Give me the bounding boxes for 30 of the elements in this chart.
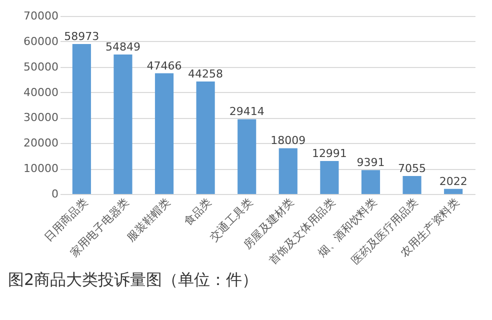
data-label: 12991 — [312, 146, 347, 160]
y-tick-label: 50000 — [24, 60, 58, 74]
data-label: 54849 — [105, 40, 140, 54]
data-label: 44258 — [188, 67, 224, 80]
bar — [114, 54, 132, 194]
y-tick-label: 10000 — [24, 162, 58, 176]
bar — [361, 170, 380, 194]
y-tick-label: 40000 — [24, 86, 58, 99]
bar — [278, 148, 298, 194]
bar — [444, 188, 463, 194]
data-label: 7055 — [398, 162, 426, 176]
x-tick-label: 食品类 — [182, 196, 214, 228]
bar — [196, 81, 215, 194]
data-label: 18009 — [270, 134, 306, 148]
y-tick-label: 30000 — [24, 111, 58, 124]
data-label: 2022 — [439, 174, 468, 188]
text: 图2商品大类投诉量图（单位：件） — [8, 270, 258, 290]
data-label: 9391 — [356, 156, 385, 170]
bar — [402, 176, 422, 194]
data-label: 58973 — [64, 30, 100, 44]
data-label: 47466 — [146, 59, 182, 72]
y-tick-label: 0 — [52, 188, 58, 200]
bar — [154, 73, 174, 194]
bar — [238, 119, 256, 194]
bar — [72, 44, 91, 194]
y-tick-label: 70000 — [24, 10, 58, 22]
y-tick-label: 20000 — [24, 136, 58, 150]
y-tick-label: 60000 — [24, 34, 58, 48]
data-label: 29414 — [229, 105, 264, 118]
bar — [320, 160, 339, 194]
